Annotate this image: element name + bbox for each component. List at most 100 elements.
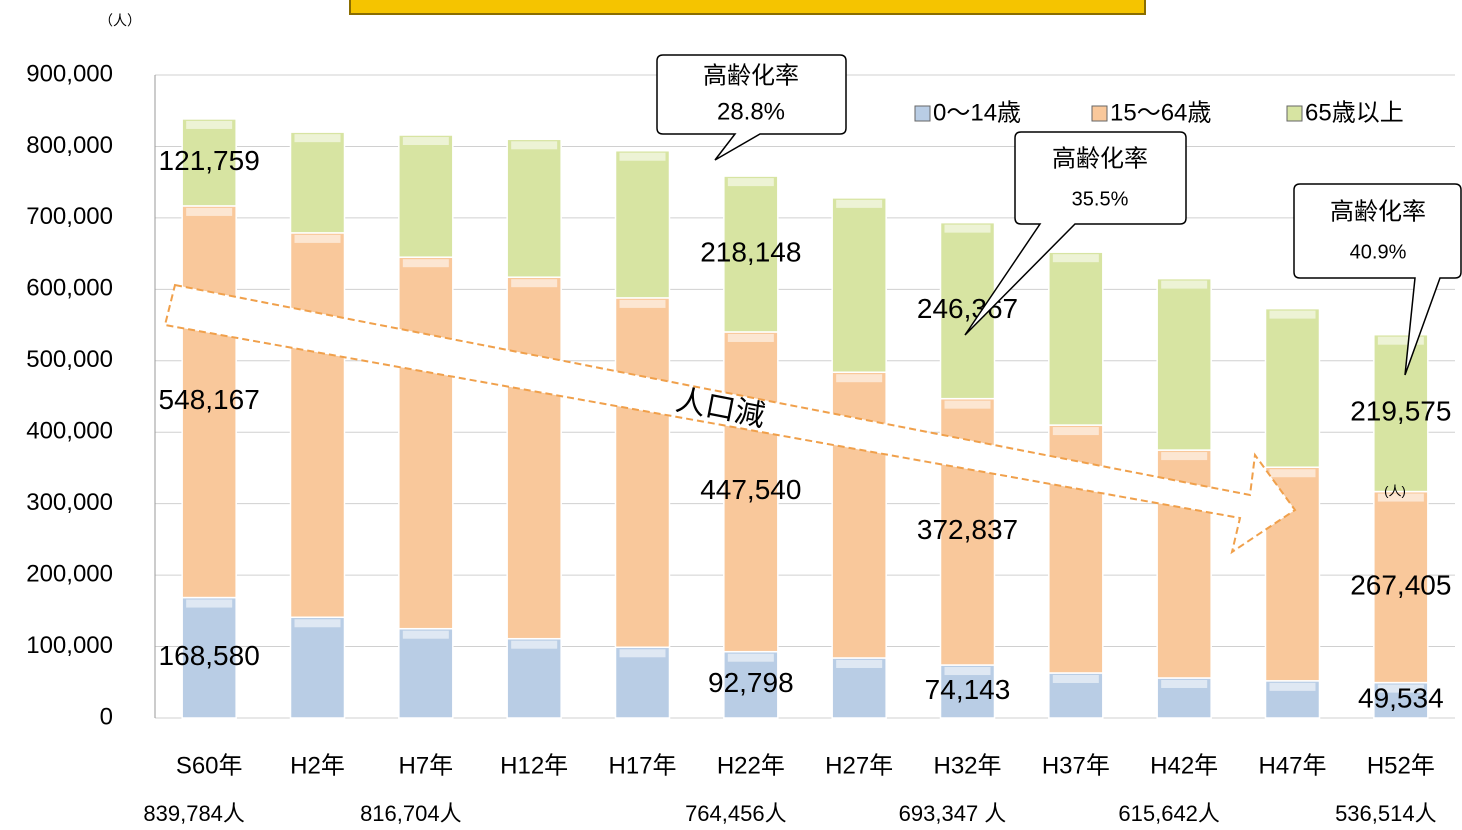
bar-segment bbox=[181, 118, 237, 207]
legend-swatch bbox=[914, 105, 931, 122]
bar-segment bbox=[398, 134, 454, 258]
bar-highlight bbox=[511, 640, 558, 649]
bar-segment bbox=[1264, 307, 1321, 468]
bar-highlight bbox=[402, 137, 449, 146]
callout-title: 高齢化率 bbox=[1330, 198, 1426, 225]
bar-highlight bbox=[1052, 674, 1099, 683]
y-tick-label: 200,000 bbox=[26, 560, 113, 587]
bar-segment bbox=[289, 616, 346, 719]
bar-segment bbox=[1048, 251, 1104, 426]
plot: 0 100,000 200,000 300,000 400,000 500,000 600,… bbox=[26, 60, 1455, 826]
y-tick-label: 600,000 bbox=[26, 275, 113, 302]
bar-segment bbox=[614, 646, 671, 719]
bar-highlight bbox=[1161, 679, 1208, 688]
x-tick-label: H47年 bbox=[1258, 752, 1326, 779]
bar-highlight bbox=[944, 224, 991, 233]
bar-highlight bbox=[619, 299, 666, 308]
unit-label: （人） bbox=[99, 13, 141, 29]
x-tick-label: H42年 bbox=[1150, 752, 1218, 779]
bar-segment bbox=[1373, 490, 1429, 684]
x-tick-label: H12年 bbox=[500, 752, 568, 779]
y-tick-label: 0 bbox=[100, 703, 113, 730]
unit-label: (人) bbox=[1384, 483, 1406, 498]
bar-highlight bbox=[1052, 254, 1099, 263]
data-label: 121,759 bbox=[159, 145, 260, 176]
data-label: 548,167 bbox=[159, 384, 260, 415]
x-tick-label: H52年 bbox=[1367, 752, 1435, 779]
legend-swatch bbox=[1286, 105, 1303, 122]
callout-box bbox=[964, 131, 1187, 336]
bar-highlight bbox=[727, 653, 774, 662]
bar-highlight bbox=[619, 649, 666, 658]
bar-highlight bbox=[1161, 280, 1208, 289]
x-tick-label: H32年 bbox=[933, 752, 1001, 779]
data-label: 372,837 bbox=[917, 514, 1018, 545]
bar-highlight bbox=[944, 400, 991, 409]
bar-segment bbox=[289, 232, 346, 619]
bar-highlight bbox=[511, 141, 558, 150]
bar-segment bbox=[723, 331, 779, 653]
bar-highlight bbox=[1377, 336, 1424, 345]
total-label: 693,347 人 bbox=[899, 801, 1007, 826]
data-label: 74,143 bbox=[925, 674, 1011, 705]
x-tick-label: S60年 bbox=[176, 752, 243, 779]
bar-highlight bbox=[1269, 469, 1316, 478]
data-label: 447,540 bbox=[700, 474, 801, 505]
x-tick-label: H37年 bbox=[1042, 752, 1110, 779]
y-tick-label: 500,000 bbox=[26, 346, 113, 373]
bar-highlight bbox=[1052, 427, 1099, 436]
bar-highlight bbox=[836, 374, 883, 383]
bar-segment bbox=[181, 205, 237, 599]
callout-title: 高齢化率 bbox=[703, 62, 799, 89]
y-tick-label: 400,000 bbox=[26, 418, 113, 445]
bar-highlight bbox=[294, 619, 341, 628]
bar-highlight bbox=[1377, 684, 1424, 693]
callout-text: 40.9% bbox=[1350, 241, 1407, 263]
callout-text: 28.8% bbox=[717, 98, 785, 125]
callout-box bbox=[1293, 183, 1462, 376]
callout-text: 35.5% bbox=[1072, 188, 1129, 210]
bar-highlight bbox=[727, 178, 774, 187]
bar-highlight bbox=[294, 134, 341, 143]
bar-highlight bbox=[294, 234, 341, 243]
bar-segment bbox=[831, 197, 887, 373]
legend-label: 0〜14歳 bbox=[933, 99, 1021, 126]
bar-highlight bbox=[727, 333, 774, 342]
bar-segment bbox=[614, 297, 671, 649]
callout-title: 高齢化率 bbox=[1052, 145, 1148, 172]
data-label: 218,148 bbox=[700, 236, 801, 267]
bar-segment bbox=[506, 637, 562, 719]
bar-highlight bbox=[186, 599, 233, 608]
bar-segment bbox=[614, 149, 671, 299]
x-tick-label: H17年 bbox=[608, 752, 676, 779]
callout-box bbox=[656, 54, 847, 161]
total-label: 839,784人 bbox=[143, 801, 245, 826]
total-label: 764,456人 bbox=[685, 801, 787, 826]
x-tick-label: H2年 bbox=[290, 752, 345, 779]
x-tick-label: H27年 bbox=[825, 752, 893, 779]
bar-segment bbox=[1156, 277, 1212, 451]
bar-highlight bbox=[1269, 310, 1316, 319]
total-label: 536,514人 bbox=[1335, 801, 1437, 826]
legend-label: 65歳以上 bbox=[1305, 99, 1404, 126]
bar-highlight bbox=[186, 120, 233, 129]
data-label: 168,580 bbox=[159, 640, 260, 671]
bar-highlight bbox=[619, 152, 666, 161]
bar-segment bbox=[1373, 333, 1429, 493]
bar-segment bbox=[398, 256, 454, 630]
data-label: 267,405 bbox=[1350, 569, 1451, 600]
y-tick-label: 100,000 bbox=[26, 632, 113, 659]
legend-label: 15〜64歳 bbox=[1110, 99, 1211, 126]
bar-segment bbox=[831, 657, 887, 719]
bar-highlight bbox=[1161, 452, 1208, 461]
bar-segment bbox=[723, 175, 779, 333]
bar-segment bbox=[506, 276, 562, 640]
bar-highlight bbox=[1377, 493, 1424, 502]
x-tick-label: H7年 bbox=[398, 752, 453, 779]
bar-highlight bbox=[944, 667, 991, 676]
x-tick-label: H22年 bbox=[717, 752, 785, 779]
y-tick-label: 700,000 bbox=[26, 203, 113, 230]
bar-segment bbox=[398, 627, 454, 719]
decline-arrow bbox=[163, 283, 1297, 555]
